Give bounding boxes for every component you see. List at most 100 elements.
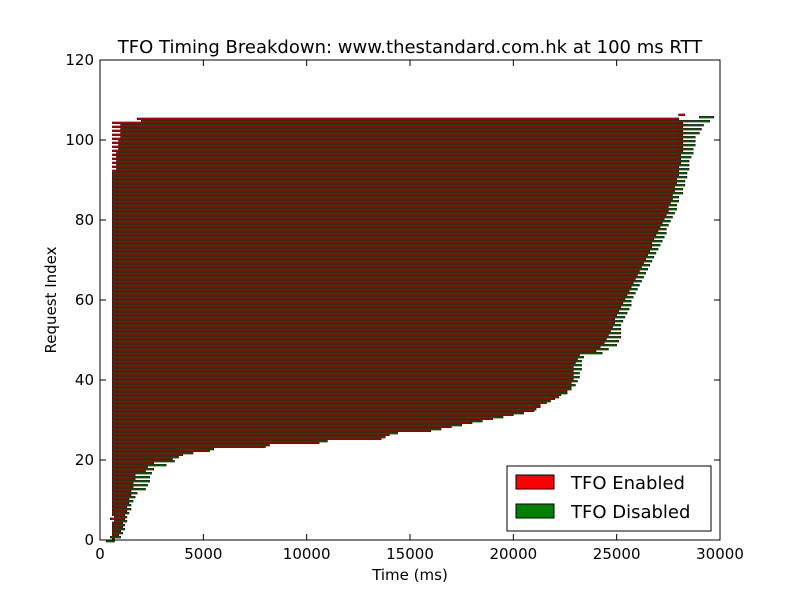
bar-tfo-disabled-68 (112, 268, 648, 271)
bar-tfo-disabled-49 (112, 344, 617, 347)
bar-tfo-disabled-31 (112, 416, 504, 419)
bar-tfo-disabled-41 (112, 376, 580, 379)
bar-tfo-disabled-83 (112, 208, 677, 211)
bar-tfo-disabled-76 (112, 236, 665, 239)
bar-tfo-disabled-47 (112, 352, 603, 355)
bar-tfo-disabled-71 (112, 256, 655, 259)
y-tick-label: 20 (75, 451, 94, 469)
bar-tfo-disabled-105 (141, 120, 710, 123)
bar-tfo-disabled-77 (112, 232, 667, 235)
bar-tfo-disabled-40 (112, 380, 578, 383)
x-tick-label: 20000 (489, 545, 537, 563)
bar-tfo-disabled-8 (112, 508, 132, 511)
bar-tfo-disabled-98 (118, 148, 694, 151)
bar-tfo-disabled-93 (116, 168, 690, 171)
bar-tfo-disabled-45 (112, 360, 582, 363)
bar-tfo-disabled-100 (118, 140, 696, 143)
legend-label-disabled: TFO Disabled (570, 502, 690, 523)
y-tick-label: 40 (75, 371, 94, 389)
bar-tfo-disabled-82 (112, 212, 675, 215)
chart-title: TFO Timing Breakdown: www.thestandard.co… (117, 37, 703, 58)
bar-tfo-disabled-36 (112, 396, 560, 399)
bar-tfo-disabled-73 (112, 248, 659, 251)
y-tick-label: 0 (84, 531, 94, 549)
bar-tfo-disabled-24 (112, 444, 270, 447)
bar-tfo-disabled-75 (112, 240, 663, 243)
bar-tfo-disabled-26 (112, 436, 386, 439)
bar-tfo-disabled-59 (112, 304, 632, 307)
bar-tfo-disabled-54 (112, 324, 622, 327)
bar-tfo-disabled-9 (112, 504, 132, 507)
bar-tfo-disabled-72 (112, 252, 657, 255)
bar-tfo-disabled-12 (112, 492, 138, 495)
bar-tfo-disabled-99 (118, 144, 696, 147)
bar-tfo-disabled-18 (112, 468, 155, 471)
bar-tfo-disabled-106 (699, 116, 715, 119)
legend-swatch-enabled (515, 474, 555, 490)
bar-tfo-disabled-15 (112, 480, 150, 483)
bar-tfo-disabled-70 (112, 260, 653, 263)
bar-tfo-disabled-17 (112, 472, 152, 475)
legend: TFO Enabled TFO Disabled (506, 465, 712, 532)
bar-tfo-disabled-78 (112, 228, 667, 231)
bar-tfo-disabled-80 (112, 220, 671, 223)
x-tick-label: 15000 (386, 545, 434, 563)
bar-tfo-disabled-57 (112, 312, 628, 315)
bar-tfo-disabled-62 (112, 292, 636, 295)
bar-tfo-disabled-66 (112, 276, 644, 279)
bar-tfo-disabled-90 (112, 180, 686, 183)
bar-tfo-disabled-51 (112, 336, 622, 339)
legend-label-enabled: TFO Enabled (570, 473, 685, 494)
bar-tfo-disabled-53 (112, 328, 622, 331)
bar-tfo-disabled-46 (112, 356, 584, 359)
bar-tfo-disabled-44 (112, 364, 582, 367)
bar-tfo-disabled-3 (112, 528, 126, 531)
bar-tfo-disabled-32 (112, 412, 524, 415)
bar-tfo-disabled-34 (112, 404, 541, 407)
y-axis-label: Request Index (42, 246, 60, 353)
bar-tfo-disabled-65 (112, 280, 642, 283)
bar-tfo-disabled-14 (112, 484, 148, 487)
bar-tfo-disabled-28 (112, 428, 442, 431)
bar-tfo-disabled-16 (112, 476, 150, 479)
y-tick-label: 120 (65, 51, 94, 69)
y-tick-label: 80 (75, 211, 94, 229)
bar-tfo-disabled-42 (112, 372, 580, 375)
bar-tfo-disabled-0 (105, 540, 115, 543)
bar-tfo-disabled-19 (112, 464, 167, 467)
bar-tfo-enabled-105 (136, 117, 679, 120)
bar-tfo-disabled-22 (112, 452, 194, 455)
x-tick-label: 30000 (696, 545, 744, 563)
x-axis-label: Time (ms) (371, 566, 448, 584)
bar-tfo-disabled-7 (112, 512, 130, 515)
bar-tfo-disabled-20 (112, 460, 175, 463)
bar-tfo-disabled-58 (112, 308, 630, 311)
bar-tfo-disabled-52 (112, 332, 622, 335)
bar-tfo-disabled-74 (112, 244, 661, 247)
bar-tfo-disabled-2 (112, 532, 124, 535)
bar-tfo-disabled-5 (114, 520, 128, 523)
bar-tfo-disabled-56 (112, 316, 626, 319)
legend-swatch-disabled (515, 503, 555, 519)
bar-tfo-disabled-79 (112, 224, 669, 227)
bar-tfo-disabled-50 (112, 340, 620, 343)
y-tick-label: 60 (75, 291, 94, 309)
bar-tfo-disabled-87 (112, 192, 684, 195)
bar-tfo-disabled-29 (112, 424, 462, 427)
bar-tfo-disabled-10 (112, 500, 134, 503)
x-tick-label: 0 (95, 545, 105, 563)
bar-tfo-disabled-1 (110, 536, 121, 539)
bar-tfo-disabled-33 (112, 408, 537, 411)
bar-tfo-disabled-92 (112, 172, 688, 175)
bar-tfo-disabled-91 (112, 176, 688, 179)
bar-tfo-disabled-48 (112, 348, 609, 351)
axis-ticks: 0 5000 10000 15000 20000 25000 30000 0 20 40 60 80 1… (65, 51, 744, 563)
bar-tfo-disabled-101 (120, 136, 696, 139)
bar-tfo-disabled-88 (112, 188, 684, 191)
bar-tfo-disabled-30 (112, 420, 483, 423)
bar-tfo-disabled-86 (112, 196, 679, 199)
bar-tfo-disabled-21 (112, 456, 179, 459)
bar-tfo-disabled-4 (112, 524, 126, 527)
bar-tfo-enabled-106 (678, 113, 686, 116)
bar-tfo-disabled-89 (112, 184, 686, 187)
